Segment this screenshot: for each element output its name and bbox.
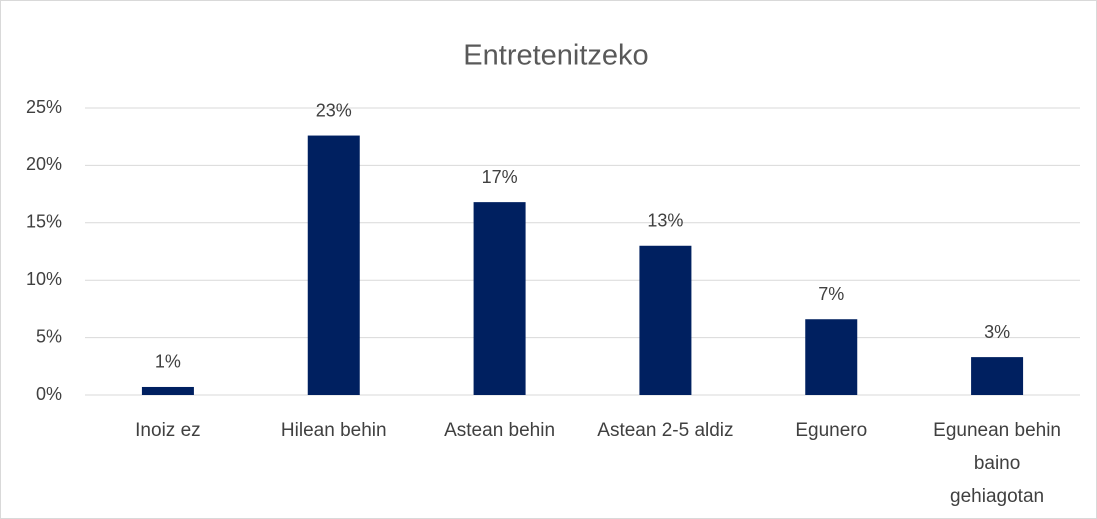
- bar: [805, 319, 858, 395]
- y-tick-label: 25%: [26, 97, 62, 117]
- y-tick-label: 10%: [26, 269, 62, 289]
- x-tick-label: Astean behin: [444, 420, 556, 441]
- data-label: 13%: [647, 211, 683, 231]
- x-tick-label: Egunean behin baino gehiagotan: [933, 420, 1061, 507]
- y-tick-label: 0%: [36, 384, 62, 404]
- data-label: 3%: [984, 322, 1010, 342]
- y-tick-label: 15%: [26, 212, 62, 232]
- data-label: 1%: [155, 352, 181, 372]
- data-label: 17%: [482, 167, 518, 187]
- data-label: 7%: [818, 284, 844, 304]
- y-tick-label: 20%: [26, 154, 62, 174]
- bar: [639, 245, 692, 395]
- y-tick-label: 5%: [36, 326, 62, 346]
- x-tick-label: Hilean behin: [280, 420, 387, 441]
- bar: [473, 202, 526, 395]
- x-tick-label: Egunero: [795, 420, 868, 441]
- chart-title: Entretenitzeko: [463, 40, 648, 72]
- bar: [971, 357, 1024, 395]
- bar: [141, 386, 194, 395]
- bar: [307, 135, 360, 395]
- x-tick-label: Astean 2-5 aldiz: [597, 420, 734, 441]
- x-tick-label: Inoiz ez: [135, 420, 201, 441]
- data-label: 23%: [316, 100, 352, 120]
